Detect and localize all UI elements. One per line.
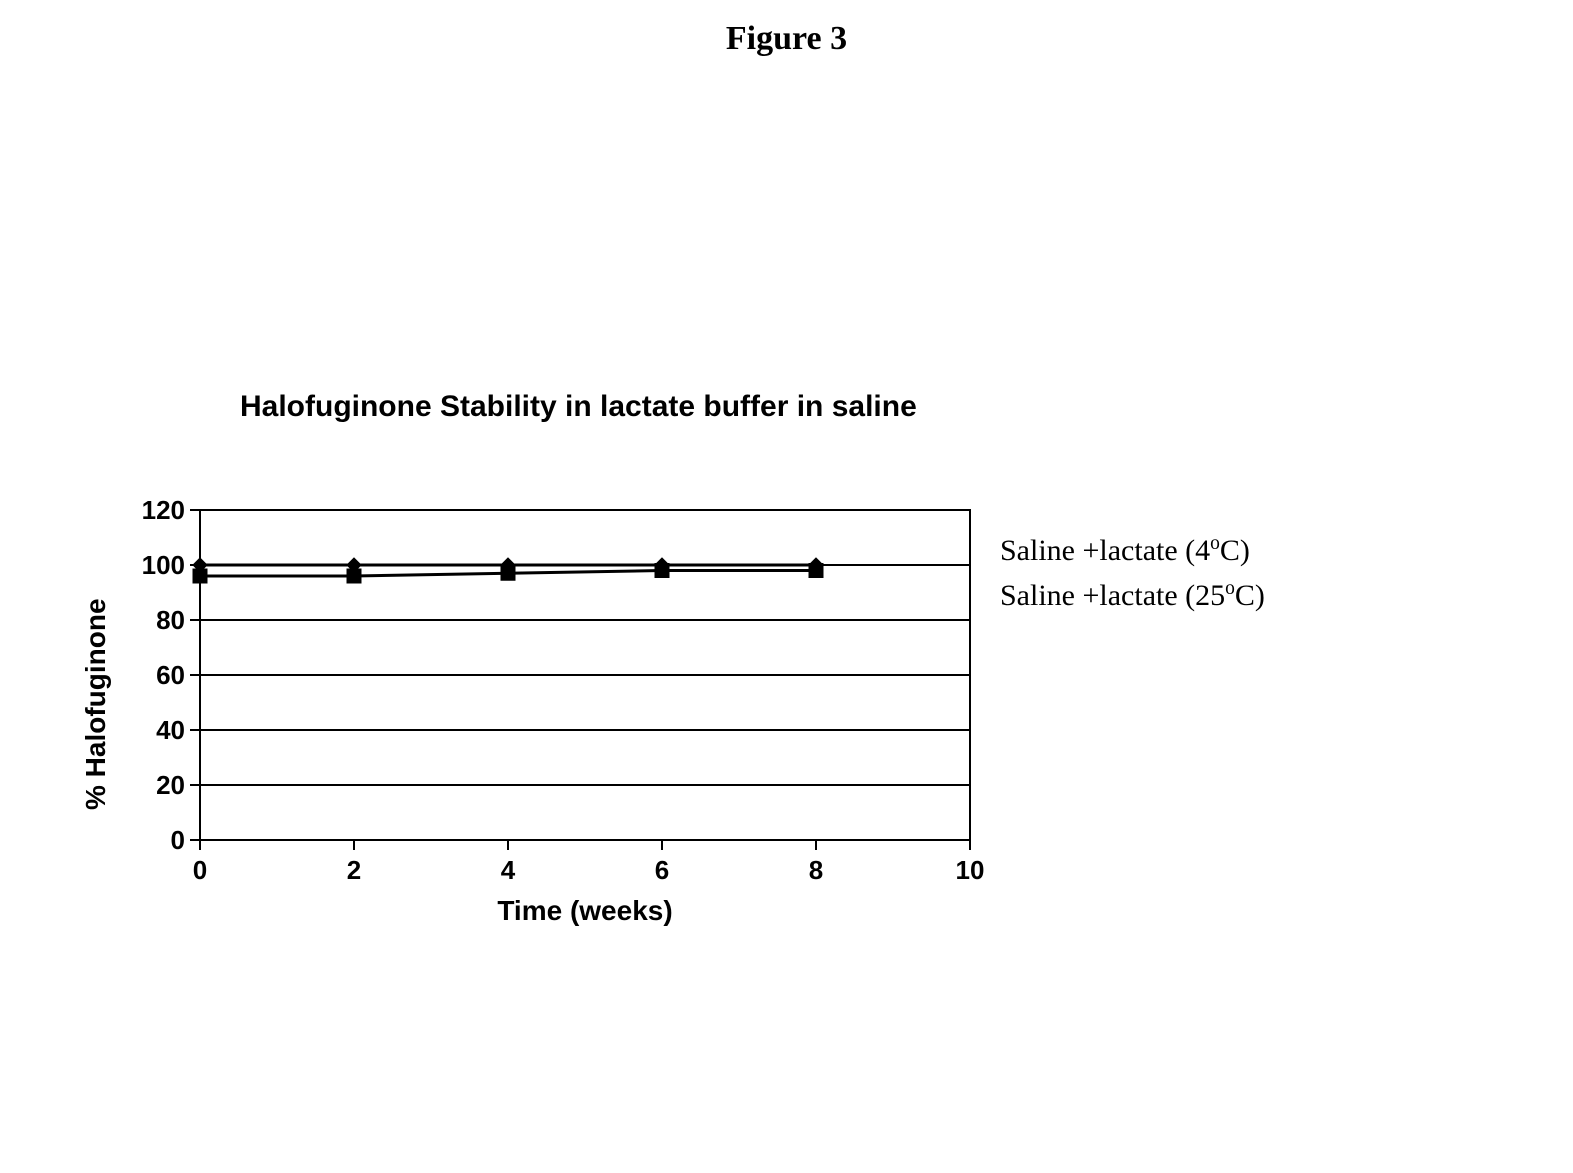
chart-plot-area: [120, 500, 980, 920]
y-tick-label: 40: [156, 715, 185, 746]
y-tick-label: 20: [156, 770, 185, 801]
y-tick-label: 120: [142, 495, 185, 526]
chart-svg: [120, 500, 980, 920]
chart-title: Halofuginone Stability in lactate buffer…: [240, 390, 917, 424]
x-tick-label: 8: [796, 855, 836, 886]
legend-item: Saline +lactate (25oC): [1000, 570, 1265, 615]
y-tick-label: 100: [142, 550, 185, 581]
y-tick-label: 80: [156, 605, 185, 636]
y-tick-label: 0: [171, 825, 185, 856]
legend-item: Saline +lactate (4oC): [1000, 525, 1265, 570]
x-tick-label: 6: [642, 855, 682, 886]
figure-label: Figure 3: [0, 20, 1573, 58]
y-tick-label: 60: [156, 660, 185, 691]
y-axis-label: % Halofuginone: [80, 598, 112, 810]
legend: Saline +lactate (4oC)Saline +lactate (25…: [1000, 525, 1265, 615]
x-tick-label: 0: [180, 855, 220, 886]
x-tick-label: 4: [488, 855, 528, 886]
x-tick-label: 10: [950, 855, 990, 886]
x-tick-label: 2: [334, 855, 374, 886]
